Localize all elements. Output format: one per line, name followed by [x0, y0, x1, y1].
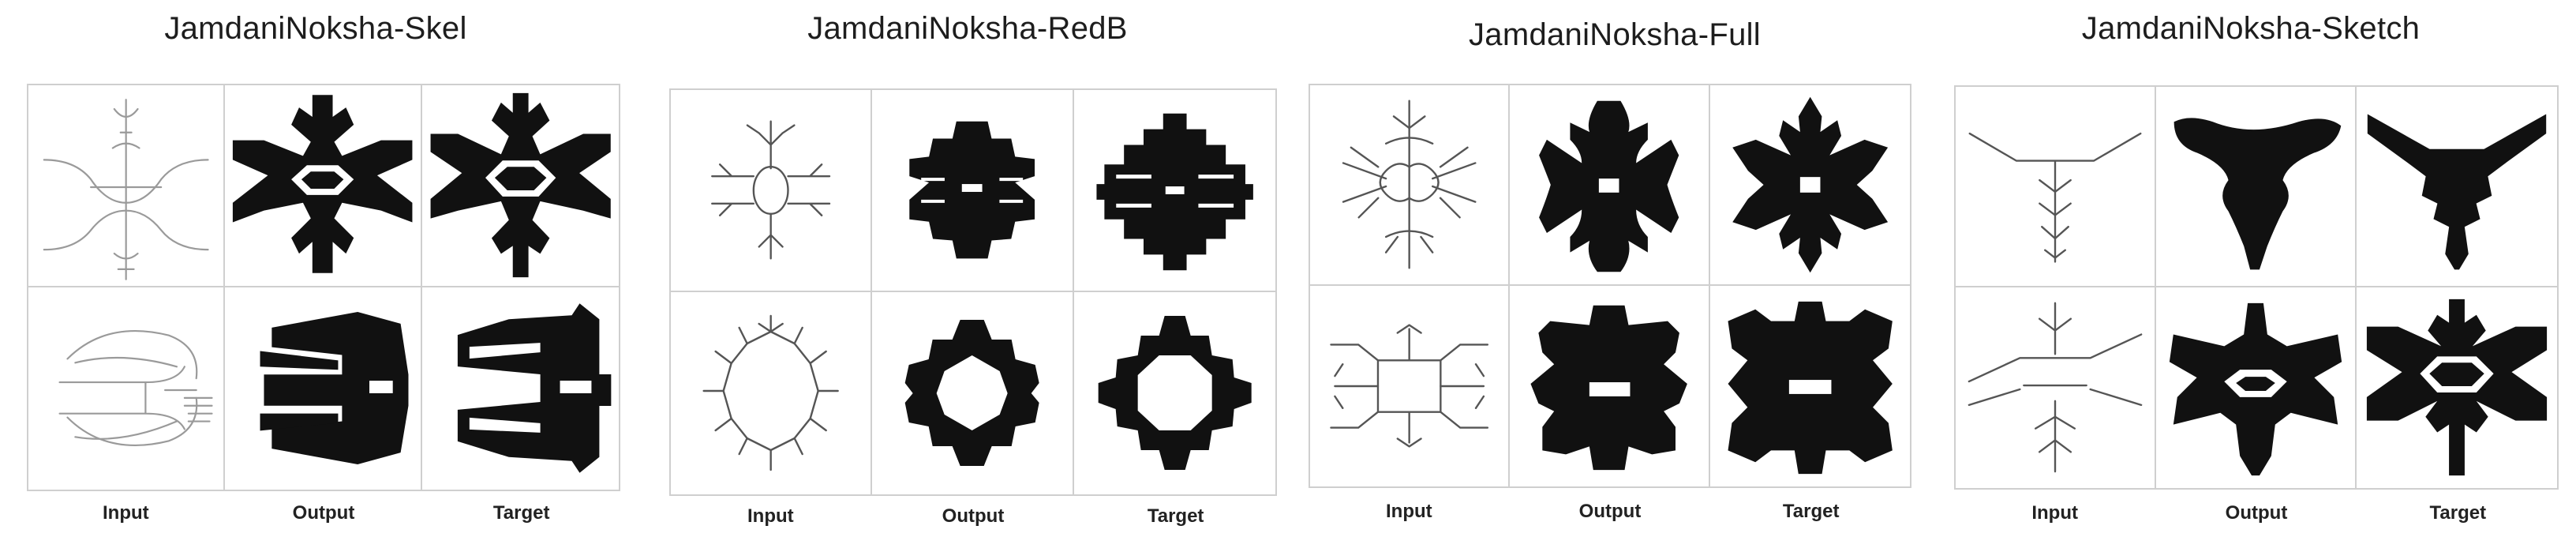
column-label-input: Input — [103, 502, 149, 524]
column-labels: Input Output Target — [1954, 502, 2559, 524]
column-label-output: Output — [2225, 502, 2288, 524]
motif-output — [909, 121, 1035, 259]
target-image — [2357, 87, 2557, 287]
input-image — [28, 287, 226, 490]
column-label-input: Input — [747, 505, 794, 527]
panel-title: JamdaniNoksha-RedB — [807, 11, 1128, 46]
column-labels: Input Output Target — [1309, 501, 1911, 523]
panel-title: JamdaniNoksha-Sketch — [2081, 11, 2421, 46]
skeleton-sketch — [1342, 100, 1477, 269]
skeleton-sketch — [1330, 324, 1489, 448]
image-grid — [27, 84, 620, 491]
input-image — [1310, 286, 1511, 486]
target-image — [421, 85, 619, 287]
panel-sketch: JamdaniNoksha-Sketch — [1945, 0, 2576, 552]
column-label-target: Target — [2429, 502, 2487, 524]
column-label-output: Output — [292, 502, 355, 524]
input-image — [671, 90, 873, 292]
panel-redb: JamdaniNoksha-RedB — [661, 0, 1293, 552]
motif-output — [2169, 302, 2342, 476]
panel-title: JamdaniNoksha-Full — [1469, 17, 1761, 52]
column-label-output: Output — [1578, 501, 1642, 522]
target-image — [1073, 90, 1275, 292]
target-image — [1074, 292, 1275, 494]
input-image — [1310, 85, 1511, 286]
motif-output — [1539, 100, 1679, 272]
input-image — [1956, 287, 2156, 488]
skeleton-sketch — [43, 99, 209, 280]
skeleton-sketch — [1968, 302, 2143, 473]
column-label-target: Target — [492, 502, 550, 524]
motif-target — [1098, 316, 1252, 470]
motif-target — [1728, 301, 1893, 475]
motif-output — [1530, 305, 1688, 471]
target-image — [1710, 286, 1910, 486]
column-label-output: Output — [942, 505, 1005, 527]
panel-title: JamdaniNoksha-Skel — [164, 11, 467, 46]
output-image — [2156, 287, 2357, 488]
motif-target — [2367, 114, 2547, 270]
panel-skel: JamdaniNoksha-Skel — [16, 0, 647, 552]
column-labels: Input Output Target — [27, 502, 620, 524]
column-label-target: Target — [1782, 501, 1840, 522]
target-image — [422, 287, 619, 490]
output-image — [1510, 286, 1710, 486]
input-image — [671, 292, 873, 494]
output-image — [2156, 87, 2357, 287]
column-label-input: Input — [2031, 502, 2078, 524]
motif-target — [1096, 113, 1253, 271]
image-grid — [669, 88, 1277, 496]
output-image — [872, 90, 1074, 292]
skeleton-sketch — [711, 120, 831, 260]
panel-full: JamdaniNoksha-Full — [1302, 0, 1934, 552]
skeleton-sketch — [1968, 132, 2142, 263]
motif-output — [2174, 118, 2342, 270]
image-grid — [1954, 85, 2559, 490]
target-image — [1709, 85, 1910, 286]
column-labels: Input Output Target — [669, 505, 1277, 528]
output-image — [225, 287, 422, 490]
motif-target — [430, 92, 611, 278]
motif-target — [457, 303, 612, 473]
skeleton-sketch — [58, 330, 213, 446]
input-image — [1956, 87, 2156, 287]
motif-target — [1732, 96, 1888, 273]
skeleton-sketch — [702, 314, 839, 471]
column-label-target: Target — [1147, 505, 1204, 527]
output-image — [1510, 85, 1710, 286]
target-image — [2357, 287, 2557, 488]
motif-output — [233, 95, 413, 273]
output-image — [872, 292, 1074, 494]
motif-target — [2366, 299, 2548, 476]
input-image — [28, 85, 226, 287]
output-image — [225, 85, 422, 287]
motif-output — [904, 320, 1039, 466]
image-grid — [1309, 84, 1911, 488]
motif-output — [260, 312, 409, 464]
column-label-input: Input — [1386, 501, 1432, 522]
